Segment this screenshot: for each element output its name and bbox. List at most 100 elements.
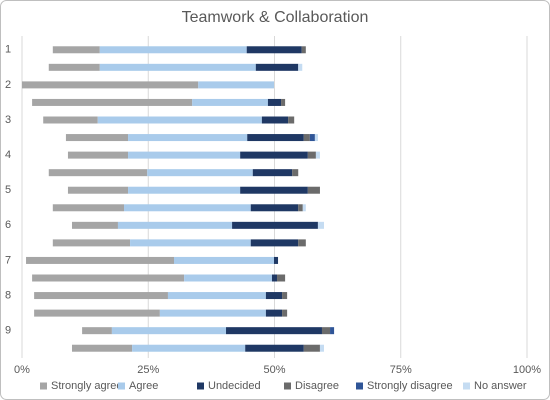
bar-segment	[247, 134, 304, 142]
bar-segment	[292, 169, 299, 177]
bar-segment	[265, 309, 283, 317]
bar-segment	[307, 186, 320, 194]
bar-segment	[124, 204, 251, 212]
bar-segment	[99, 46, 247, 54]
bar-segment	[117, 221, 233, 229]
bar-segment	[65, 134, 129, 142]
bar-segment	[147, 169, 253, 177]
bar-segment	[192, 98, 268, 106]
y-tick-label: 4	[5, 149, 11, 161]
x-tick-label: 50%	[263, 364, 285, 376]
bar-segment	[265, 292, 283, 300]
legend-swatch	[284, 382, 291, 390]
bar-segment	[330, 327, 335, 335]
bar-segment	[226, 327, 322, 335]
bar-segment	[314, 134, 318, 142]
bar-segment	[99, 63, 256, 71]
legend-label: Disagree	[295, 380, 339, 392]
bar-segment	[250, 239, 299, 247]
bar-segment	[240, 186, 308, 194]
bar-segment	[167, 292, 266, 300]
bar-segment	[132, 344, 246, 352]
bar-segment	[174, 256, 274, 264]
legend-label: Undecided	[208, 380, 261, 392]
bar-segment	[184, 274, 272, 282]
bar-segment	[252, 169, 293, 177]
y-tick-label: 2	[5, 79, 11, 91]
bar-segment	[240, 151, 308, 159]
legend-swatch	[40, 382, 47, 390]
legend-swatch	[463, 382, 470, 390]
y-tick-label: 7	[5, 254, 11, 266]
bar-segment	[317, 221, 324, 229]
bar-segment	[246, 46, 302, 54]
bar-segment	[111, 327, 227, 335]
legend-label: No answer	[474, 380, 527, 392]
bar-segment	[34, 292, 168, 300]
bar-segment	[22, 81, 199, 89]
y-tick-label: 6	[5, 219, 11, 231]
bar-segment	[277, 274, 286, 282]
bar-segment	[32, 98, 193, 106]
bar-segment	[232, 221, 318, 229]
y-tick-label: 8	[5, 289, 11, 301]
bar-segment	[52, 46, 100, 54]
x-tick-label: 100%	[513, 364, 541, 376]
bar-segment	[321, 327, 331, 335]
bar-segment	[71, 344, 133, 352]
bar-segment	[32, 274, 185, 282]
bar-segment	[281, 98, 286, 106]
legend-swatch	[197, 382, 204, 390]
bar-segment	[48, 169, 148, 177]
bar-segment	[43, 116, 98, 124]
bar-segment	[198, 81, 274, 89]
bar-segment	[315, 151, 320, 159]
chart-title: Teamwork & Collaboration	[182, 9, 369, 26]
x-tick-label: 75%	[390, 364, 412, 376]
bar-segment	[282, 292, 288, 300]
bar-segment	[245, 344, 304, 352]
bar-segment	[250, 204, 299, 212]
bar-segment	[52, 239, 131, 247]
bar-segment	[159, 309, 266, 317]
bar-segment	[128, 134, 248, 142]
bar-segment	[271, 274, 278, 282]
bar-segment	[307, 151, 316, 159]
bar-segment	[302, 204, 306, 212]
legend-swatch	[118, 382, 125, 390]
bar-segment	[303, 134, 310, 142]
bar-segment	[282, 309, 288, 317]
bar-segment	[261, 116, 289, 124]
bar-segment	[301, 46, 306, 54]
bar-segment	[319, 344, 324, 352]
bar-segment	[303, 344, 320, 352]
x-tick-label: 25%	[137, 364, 159, 376]
bar-segment	[52, 204, 125, 212]
bar-segment	[97, 116, 262, 124]
bar-segment	[67, 151, 129, 159]
bar-segment	[82, 327, 112, 335]
y-tick-label: 9	[5, 325, 11, 337]
bar-segment	[67, 186, 129, 194]
bar-segment	[128, 186, 241, 194]
bar-segment	[298, 239, 306, 247]
legend-label: Agree	[129, 380, 158, 392]
y-tick-label: 5	[5, 184, 11, 196]
bar-segment	[309, 134, 315, 142]
y-tick-label: 1	[5, 44, 11, 56]
bar-segment	[48, 63, 100, 71]
bar-segment	[273, 256, 279, 264]
bar-segment	[130, 239, 251, 247]
legend-label: Strongly agree	[51, 380, 123, 392]
x-tick-label: 0%	[14, 364, 30, 376]
bar-segment	[71, 221, 118, 229]
bar-segment	[255, 63, 299, 71]
bar-segment	[267, 98, 282, 106]
bar-segment	[128, 151, 241, 159]
bar-segment	[288, 116, 295, 124]
legend-label: Strongly disagree	[367, 380, 453, 392]
bar-segment	[298, 63, 303, 71]
y-tick-label: 3	[5, 114, 11, 126]
legend-swatch	[356, 382, 363, 390]
